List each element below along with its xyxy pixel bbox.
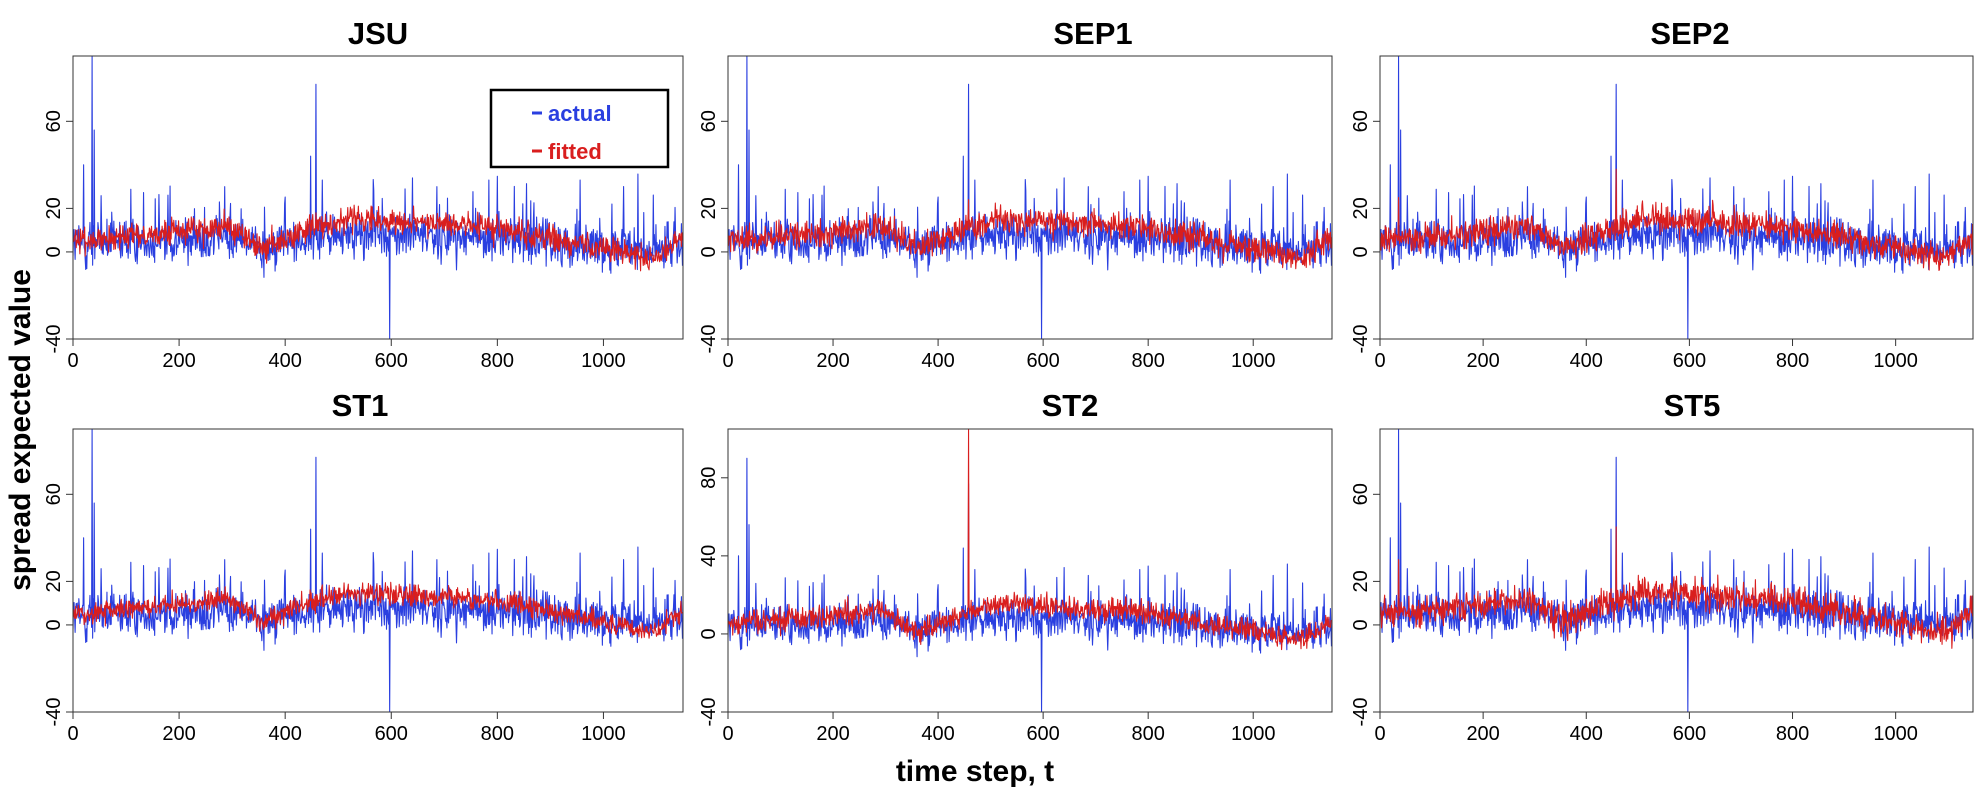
x-tick-label: 800 xyxy=(1776,723,1809,745)
y-tick-label: 20 xyxy=(1350,197,1372,219)
x-tick-label: 600 xyxy=(1026,350,1059,372)
x-tick-label: 600 xyxy=(375,723,408,745)
y-tick-label: -40 xyxy=(698,698,720,727)
y-tick-label: 0 xyxy=(698,628,720,639)
x-tick-label: 600 xyxy=(1673,723,1706,745)
x-tick-label: 800 xyxy=(1776,350,1809,372)
x-tick-label: 200 xyxy=(816,350,849,372)
series-actual-line xyxy=(73,56,683,339)
panel-title: SEP1 xyxy=(1053,16,1132,51)
x-tick-label: 400 xyxy=(921,723,954,745)
y-tick-label: 20 xyxy=(1350,570,1372,592)
x-tick-label: 0 xyxy=(1374,350,1385,372)
y-tick-label: -40 xyxy=(43,698,65,727)
legend: actual fitted xyxy=(489,88,670,169)
y-tick-label: 80 xyxy=(698,467,720,489)
x-tick-label: 400 xyxy=(268,350,301,372)
x-tick-label: 600 xyxy=(375,350,408,372)
y-tick-label: 60 xyxy=(1350,483,1372,505)
legend-box xyxy=(489,88,670,169)
plot-frame xyxy=(1379,428,1974,713)
panel-title: ST5 xyxy=(1664,388,1721,423)
y-tick-label: 60 xyxy=(1350,110,1372,132)
x-tick-label: 400 xyxy=(921,350,954,372)
y-tick-label: 0 xyxy=(1350,619,1372,630)
x-tick-label: 800 xyxy=(1131,723,1164,745)
y-tick-label: 40 xyxy=(698,545,720,567)
series-fitted-line xyxy=(1380,526,1973,649)
plot-frame xyxy=(727,428,1333,713)
y-tick-label: 0 xyxy=(43,246,65,257)
panel-title: ST1 xyxy=(332,388,389,423)
x-tick-label: 600 xyxy=(1026,723,1059,745)
series-fitted-line xyxy=(73,204,683,272)
x-tick-label: 200 xyxy=(1466,350,1499,372)
series-actual-line xyxy=(1380,429,1973,712)
series-fitted-line xyxy=(728,429,1332,651)
y-tick-label: -40 xyxy=(1350,325,1372,354)
y-tick-label: 20 xyxy=(43,197,65,219)
x-tick-label: 1000 xyxy=(1231,723,1276,745)
plot-frame xyxy=(727,55,1333,340)
y-tick-label: -40 xyxy=(43,325,65,354)
y-tick-label: 0 xyxy=(1350,246,1372,257)
y-tick-label: 0 xyxy=(43,619,65,630)
x-tick-label: 1000 xyxy=(581,350,626,372)
x-tick-label: 200 xyxy=(816,723,849,745)
x-tick-label: 0 xyxy=(1374,723,1385,745)
series-fitted-line xyxy=(728,199,1332,270)
series-fitted-line xyxy=(73,581,683,639)
y-tick-label: 20 xyxy=(698,197,720,219)
panel-title: ST2 xyxy=(1042,388,1099,423)
x-tick-label: 800 xyxy=(1131,350,1164,372)
plot-frame xyxy=(72,428,684,713)
x-tick-label: 1000 xyxy=(581,723,626,745)
x-tick-label: 0 xyxy=(722,723,733,745)
x-tick-label: 400 xyxy=(1570,723,1603,745)
panel-title: SEP2 xyxy=(1650,16,1729,51)
y-tick-label: 60 xyxy=(43,110,65,132)
x-tick-label: 200 xyxy=(162,723,195,745)
x-tick-label: 0 xyxy=(67,723,78,745)
panel-title: JSU xyxy=(348,16,408,51)
y-tick-label: 60 xyxy=(698,110,720,132)
x-tick-label: 1000 xyxy=(1231,350,1276,372)
x-tick-label: 1000 xyxy=(1873,350,1918,372)
x-tick-label: 0 xyxy=(722,350,733,372)
x-tick-label: 400 xyxy=(268,723,301,745)
x-tick-label: 400 xyxy=(1570,350,1603,372)
y-tick-label: 20 xyxy=(43,570,65,592)
x-tick-label: 600 xyxy=(1673,350,1706,372)
x-tick-label: 0 xyxy=(67,350,78,372)
y-tick-label: 60 xyxy=(43,483,65,505)
figure-ylabel: spread expected value xyxy=(4,269,37,591)
x-tick-label: 200 xyxy=(1466,723,1499,745)
y-tick-label: -40 xyxy=(698,325,720,354)
plot-frame xyxy=(1379,55,1974,340)
x-tick-label: 800 xyxy=(481,723,514,745)
plot-frame xyxy=(72,55,684,340)
x-tick-label: 800 xyxy=(481,350,514,372)
x-tick-label: 200 xyxy=(162,350,195,372)
figure-xlabel: time step, t xyxy=(896,755,1054,788)
series-fitted-line xyxy=(1380,168,1973,272)
legend-label-fitted: fitted xyxy=(548,139,602,164)
y-tick-label: 0 xyxy=(698,246,720,257)
legend-label-actual: actual xyxy=(548,101,612,126)
x-tick-label: 1000 xyxy=(1873,723,1918,745)
y-tick-label: -40 xyxy=(1350,698,1372,727)
